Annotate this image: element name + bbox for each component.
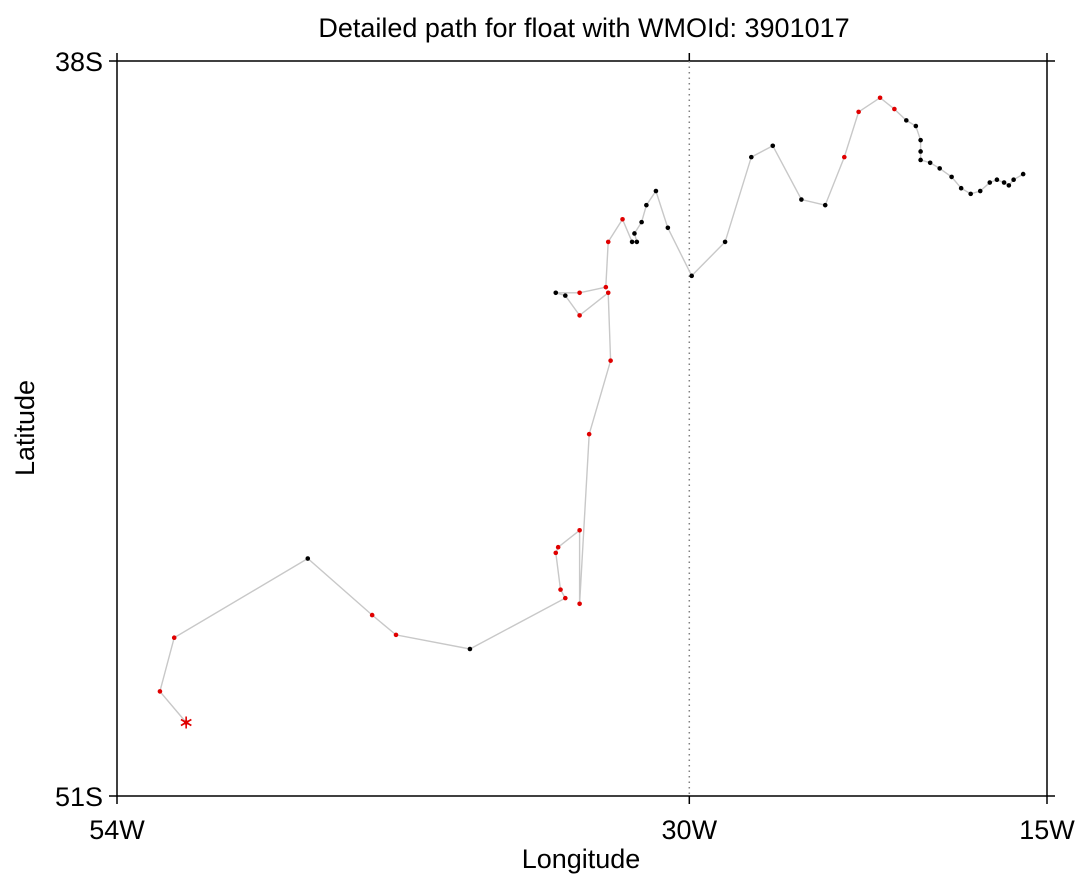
data-point <box>577 601 582 607</box>
data-point <box>553 550 559 556</box>
data-point <box>977 188 983 194</box>
data-point <box>577 290 582 296</box>
path-line <box>159 96 1024 723</box>
data-point <box>856 109 861 115</box>
data-point <box>634 239 640 245</box>
data-point <box>1006 183 1012 188</box>
data-point <box>689 273 694 279</box>
x-tick-label: 15W <box>1019 815 1075 845</box>
data-point <box>822 202 828 208</box>
y-tick-label: 51S <box>55 782 103 812</box>
data-point <box>918 157 923 163</box>
data-point <box>958 185 964 191</box>
y-tick-label: 38S <box>55 47 103 77</box>
data-point <box>644 202 649 208</box>
data-point <box>665 225 671 231</box>
data-point <box>563 595 568 601</box>
data-point <box>892 106 897 112</box>
data-point <box>629 239 635 245</box>
x-axis-label: Longitude <box>522 844 641 874</box>
data-point <box>605 239 611 245</box>
data-point <box>553 290 559 296</box>
asterisk-stroke <box>180 718 192 727</box>
data-point <box>563 293 568 298</box>
data-point <box>171 635 177 640</box>
data-point <box>770 143 776 149</box>
axis-ticks: 54W 30W 15W 38S 51S <box>55 47 1075 845</box>
data-point <box>913 123 919 129</box>
data-point <box>799 197 804 202</box>
data-point <box>577 313 582 318</box>
data-point <box>620 217 625 222</box>
data-point <box>467 646 473 652</box>
data-point <box>653 188 659 194</box>
data-point <box>918 149 923 154</box>
data-point <box>1001 180 1007 185</box>
data-point <box>369 612 375 618</box>
start-marker-asterisk <box>180 716 192 729</box>
data-point <box>639 219 644 225</box>
data-point <box>632 231 637 236</box>
data-point <box>994 177 1000 183</box>
data-point <box>603 284 609 290</box>
float-positions <box>157 95 1026 725</box>
data-point <box>937 166 942 171</box>
data-point <box>608 358 613 363</box>
plot-frame <box>116 60 1048 797</box>
data-point <box>577 527 582 533</box>
data-point <box>987 180 993 185</box>
start-marker-layer <box>180 716 192 729</box>
data-point <box>842 154 847 160</box>
data-point <box>1011 177 1016 183</box>
chart-title: Detailed path for float with WMOId: 3901… <box>318 13 849 43</box>
data-point <box>749 154 754 160</box>
data-point <box>1020 171 1026 177</box>
data-point <box>605 290 611 296</box>
data-point <box>555 544 561 550</box>
data-point <box>558 587 563 592</box>
data-point <box>927 160 933 166</box>
data-point <box>305 556 311 561</box>
x-tick-label: 54W <box>89 815 145 845</box>
data-point <box>918 137 923 143</box>
data-point <box>949 174 954 180</box>
y-axis-label: Latitude <box>10 380 40 476</box>
data-point <box>904 118 909 123</box>
data-point <box>157 689 163 694</box>
data-point <box>393 632 399 638</box>
data-point <box>968 191 973 197</box>
x-tick-label: 30W <box>662 815 718 845</box>
data-point <box>586 431 592 437</box>
data-point <box>722 239 728 245</box>
float-path <box>159 96 1024 723</box>
data-point <box>877 95 883 101</box>
